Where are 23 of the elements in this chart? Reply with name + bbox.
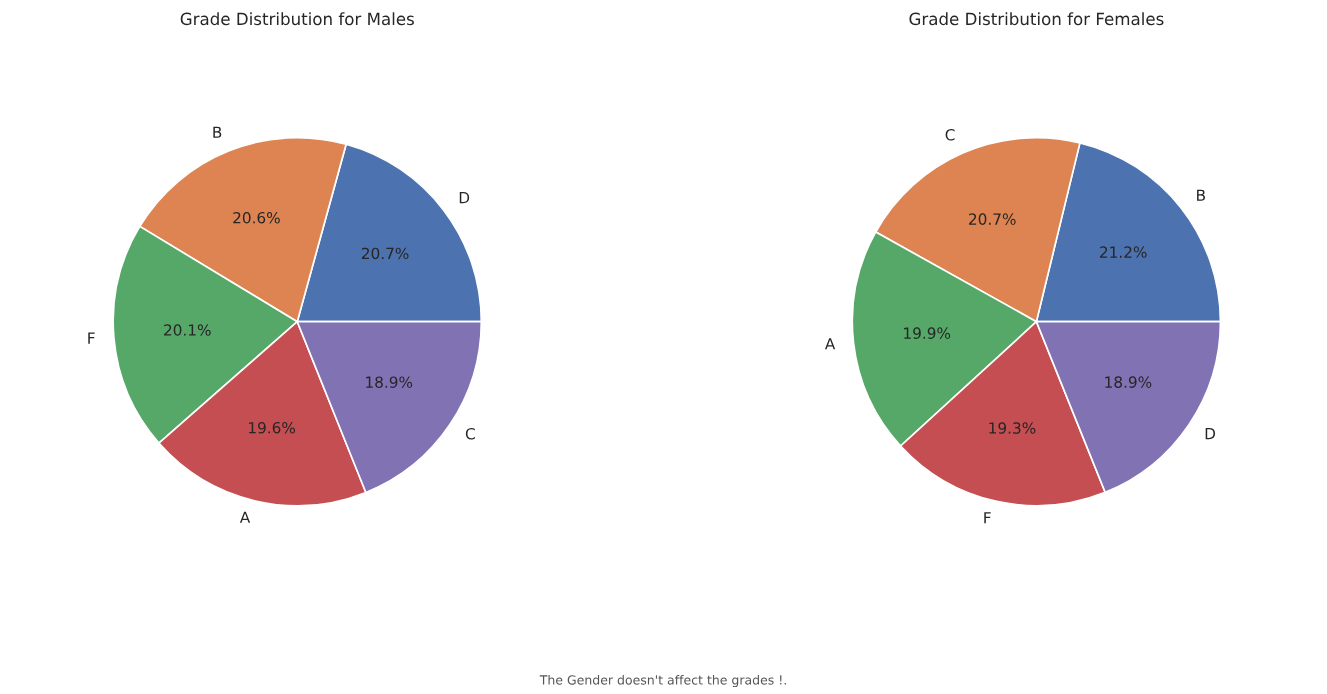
data-label: 20.1%	[164, 324, 211, 336]
data-label: 18.9%	[1105, 376, 1152, 388]
chart-title: Grade Distribution for Males	[180, 12, 414, 26]
chart-title: Grade Distribution for Females	[909, 12, 1164, 26]
slice-label: F	[88, 332, 95, 344]
data-label: 20.6%	[233, 211, 280, 224]
data-label: 18.9%	[366, 376, 413, 388]
slice-label: A	[239, 511, 251, 523]
slice-label: C	[945, 129, 955, 141]
data-label: 19.6%	[249, 421, 296, 434]
slice-label: D	[1205, 428, 1216, 440]
slice-label: D	[459, 192, 470, 204]
data-label: 19.3%	[989, 422, 1036, 434]
data-label: 20.7%	[969, 213, 1016, 225]
slice-label: F	[984, 512, 991, 524]
slice-label: C	[465, 427, 475, 440]
data-label: 21.2%	[1100, 246, 1147, 258]
text: The Gender doesn't affect the grades !.	[539, 674, 786, 688]
data-label: 20.7%	[361, 247, 409, 260]
slice-label: B	[1197, 189, 1205, 201]
slice-label: B	[213, 126, 222, 138]
data-label: 19.9%	[904, 327, 951, 339]
slice-label: A	[824, 338, 836, 350]
